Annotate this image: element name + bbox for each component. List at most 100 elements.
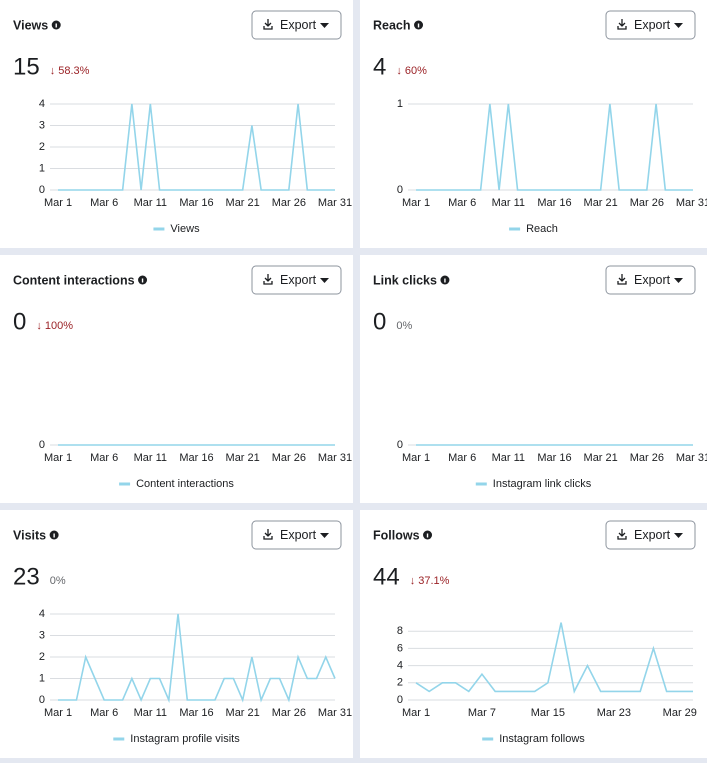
x-tick-label: Mar 31 — [318, 707, 352, 719]
info-icon-i — [444, 278, 446, 283]
x-tick-label: Mar 1 — [402, 707, 430, 719]
x-tick-label: Mar 21 — [226, 197, 260, 209]
export-button[interactable]: Export — [605, 520, 696, 550]
export-button-bg[interactable] — [251, 265, 342, 295]
y-tick-label: 2 — [39, 141, 45, 153]
y-tick-label: 2 — [39, 651, 45, 663]
panel-bg — [0, 255, 353, 503]
export-button-bg[interactable] — [251, 520, 342, 550]
x-tick-label: Mar 11 — [492, 197, 525, 209]
info-icon-i — [417, 23, 420, 28]
y-tick-label: 4 — [39, 608, 45, 620]
y-tick-label: 1 — [39, 162, 45, 174]
export-button[interactable]: Export — [605, 10, 696, 40]
panel-title: Follows — [373, 528, 420, 542]
x-tick-label: Mar 23 — [597, 707, 631, 719]
export-button[interactable]: Export — [251, 520, 342, 550]
caret — [320, 23, 329, 28]
export-label[interactable]: Export — [280, 273, 317, 287]
export-label[interactable]: Export — [280, 528, 317, 542]
x-tick-label: Mar 11 — [134, 707, 167, 719]
caret — [320, 278, 329, 283]
y-tick-label: 6 — [397, 642, 403, 654]
x-tick-label: Mar 31 — [676, 452, 707, 464]
change: ↓ 60% — [396, 65, 427, 77]
x-tick-label: Mar 21 — [226, 707, 260, 719]
export-button[interactable]: Export — [251, 265, 342, 295]
x-tick-label: Mar 15 — [531, 707, 565, 719]
data-line — [416, 103, 693, 191]
legend-label: Instagram follows — [499, 733, 585, 745]
total-value: 15 — [13, 53, 40, 80]
x-tick-label: Mar 26 — [630, 452, 664, 464]
info-icon-i — [426, 533, 429, 538]
download-icon — [617, 274, 627, 285]
change: ↓ 37.1% — [410, 575, 450, 587]
download-icon — [263, 19, 273, 30]
panel: Views 15 ↓ 58.3% Export 0 1 2 3 4 Mar 1 Mar 6 Mar 1… — [0, 0, 353, 248]
total-value: 4 — [373, 53, 386, 80]
x-tick-label: Mar 11 — [492, 452, 525, 464]
export-label[interactable]: Export — [634, 18, 671, 32]
export-label[interactable]: Export — [280, 18, 317, 32]
export-label[interactable]: Export — [634, 528, 671, 542]
export-button-bg[interactable] — [605, 265, 696, 295]
caret — [674, 278, 683, 283]
x-tick-label: Mar 29 — [663, 707, 697, 719]
y-tick-label: 0 — [39, 439, 45, 451]
change: 0% — [396, 320, 412, 332]
x-tick-label: Mar 26 — [272, 452, 306, 464]
total-value: 0 — [13, 308, 26, 335]
info-icon-i — [53, 533, 55, 538]
info-icon-i — [141, 278, 144, 283]
y-tick-label: 4 — [397, 660, 403, 672]
export-button-bg[interactable] — [605, 10, 696, 40]
x-tick-label: Mar 16 — [537, 452, 571, 464]
y-tick-label: 1 — [397, 98, 403, 110]
x-tick-label: Mar 26 — [630, 197, 664, 209]
x-tick-label: Mar 16 — [537, 197, 571, 209]
x-tick-label: Mar 6 — [90, 707, 118, 719]
panel-bg — [360, 0, 707, 248]
export-button-bg[interactable] — [251, 10, 342, 40]
total-value: 23 — [13, 563, 40, 590]
x-tick-label: Mar 6 — [448, 197, 476, 209]
total-value: 0 — [373, 308, 386, 335]
export-button[interactable]: Export — [605, 265, 696, 295]
x-tick-label: Mar 21 — [226, 452, 260, 464]
total-value: 44 — [373, 563, 400, 590]
panel-bg — [360, 255, 707, 503]
export-label[interactable]: Export — [634, 273, 671, 287]
export-button-bg[interactable] — [605, 520, 696, 550]
legend-label: Instagram profile visits — [130, 733, 240, 745]
x-tick-label: Mar 1 — [44, 452, 72, 464]
y-tick-label: 1 — [39, 672, 45, 684]
export-button[interactable]: Export — [251, 10, 342, 40]
x-tick-label: Mar 31 — [318, 197, 352, 209]
y-tick-label: 0 — [397, 184, 403, 196]
legend-label: Content interactions — [136, 478, 234, 490]
x-tick-label: Mar 21 — [584, 197, 618, 209]
panel-title: Views — [13, 18, 48, 32]
x-tick-label: Mar 11 — [134, 197, 167, 209]
panel-title: Visits — [13, 528, 46, 542]
legend-label: Views — [170, 223, 200, 235]
data-line — [58, 613, 336, 704]
y-tick-label: 4 — [39, 98, 45, 110]
legend-label: Instagram link clicks — [493, 478, 592, 490]
panel-bg — [0, 0, 353, 248]
x-tick-label: Mar 1 — [402, 197, 430, 209]
panel-bg — [360, 510, 707, 758]
change: ↓ 100% — [36, 320, 73, 332]
caret — [674, 23, 683, 28]
data-line — [415, 622, 693, 694]
download-icon — [263, 274, 273, 285]
data-line — [58, 103, 335, 191]
x-tick-label: Mar 1 — [44, 707, 72, 719]
download-icon — [617, 529, 627, 540]
download-icon — [617, 19, 627, 30]
x-tick-label: Mar 26 — [272, 707, 306, 719]
